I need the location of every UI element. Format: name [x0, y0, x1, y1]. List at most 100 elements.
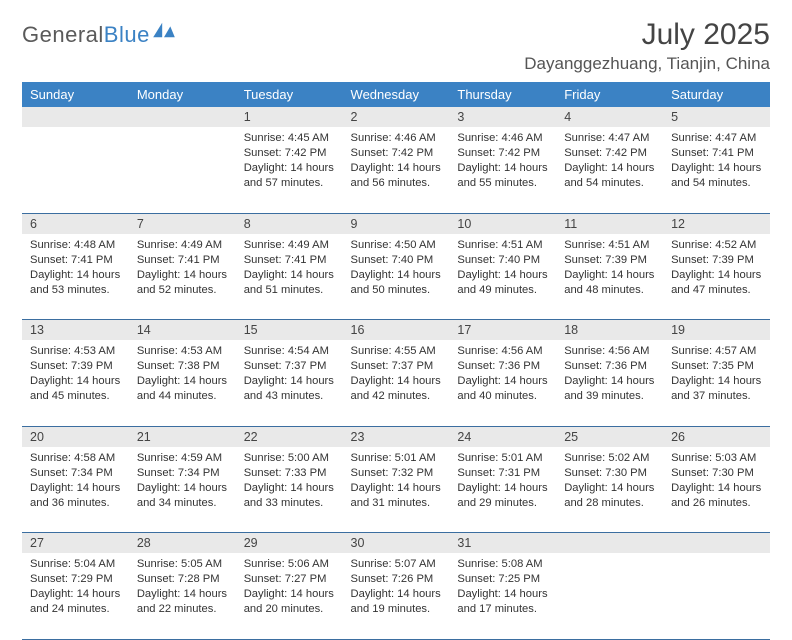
- day-cell-content: Sunrise: 5:01 AMSunset: 7:31 PMDaylight:…: [449, 447, 556, 517]
- day-cell-content: Sunrise: 4:52 AMSunset: 7:39 PMDaylight:…: [663, 234, 770, 304]
- daylight-text-1: Daylight: 14 hours: [30, 587, 121, 602]
- location: Dayanggezhuang, Tianjin, China: [524, 54, 770, 74]
- daylight-text-2: and 49 minutes.: [457, 283, 548, 298]
- day-number: 11: [556, 213, 663, 234]
- sunset-text: Sunset: 7:25 PM: [457, 572, 548, 587]
- day-number: 9: [343, 213, 450, 234]
- day-cell: Sunrise: 4:47 AMSunset: 7:41 PMDaylight:…: [663, 127, 770, 213]
- day-number: 26: [663, 426, 770, 447]
- day-cell: Sunrise: 4:46 AMSunset: 7:42 PMDaylight:…: [449, 127, 556, 213]
- daylight-text-1: Daylight: 14 hours: [30, 374, 121, 389]
- day-number: 4: [556, 107, 663, 127]
- daylight-text-2: and 17 minutes.: [457, 602, 548, 617]
- sunrise-text: Sunrise: 5:01 AM: [351, 451, 442, 466]
- weekday-header-row: SundayMondayTuesdayWednesdayThursdayFrid…: [22, 82, 770, 107]
- logo-text-part1: General: [22, 22, 104, 47]
- daynum-row: 2728293031: [22, 533, 770, 554]
- sunrise-text: Sunrise: 4:48 AM: [30, 238, 121, 253]
- sunset-text: Sunset: 7:42 PM: [351, 146, 442, 161]
- day-number: 14: [129, 320, 236, 341]
- day-number: 5: [663, 107, 770, 127]
- day-cell: [22, 127, 129, 213]
- logo-sail-icon: [153, 21, 175, 39]
- day-cell-content: Sunrise: 4:47 AMSunset: 7:41 PMDaylight:…: [663, 127, 770, 197]
- sunrise-text: Sunrise: 4:49 AM: [244, 238, 335, 253]
- day-number: [22, 107, 129, 127]
- daylight-text-2: and 28 minutes.: [564, 496, 655, 511]
- daylight-text-2: and 33 minutes.: [244, 496, 335, 511]
- sunrise-text: Sunrise: 4:47 AM: [564, 131, 655, 146]
- day-cell: Sunrise: 5:03 AMSunset: 7:30 PMDaylight:…: [663, 447, 770, 533]
- sunset-text: Sunset: 7:39 PM: [564, 253, 655, 268]
- sunset-text: Sunset: 7:26 PM: [351, 572, 442, 587]
- daylight-text-2: and 54 minutes.: [671, 176, 762, 191]
- day-cell-content: Sunrise: 5:01 AMSunset: 7:32 PMDaylight:…: [343, 447, 450, 517]
- sunset-text: Sunset: 7:39 PM: [671, 253, 762, 268]
- daylight-text-2: and 36 minutes.: [30, 496, 121, 511]
- day-number: [556, 533, 663, 554]
- sunrise-text: Sunrise: 4:51 AM: [457, 238, 548, 253]
- daylight-text-2: and 20 minutes.: [244, 602, 335, 617]
- day-cell: Sunrise: 4:59 AMSunset: 7:34 PMDaylight:…: [129, 447, 236, 533]
- daylight-text-2: and 55 minutes.: [457, 176, 548, 191]
- month-year: July 2025: [524, 18, 770, 52]
- sunrise-text: Sunrise: 4:53 AM: [30, 344, 121, 359]
- day-cell-content: Sunrise: 4:47 AMSunset: 7:42 PMDaylight:…: [556, 127, 663, 197]
- day-number: 17: [449, 320, 556, 341]
- sunset-text: Sunset: 7:38 PM: [137, 359, 228, 374]
- title-block: July 2025 Dayanggezhuang, Tianjin, China: [524, 18, 770, 74]
- sunset-text: Sunset: 7:36 PM: [457, 359, 548, 374]
- daylight-text-2: and 29 minutes.: [457, 496, 548, 511]
- sunset-text: Sunset: 7:30 PM: [564, 466, 655, 481]
- day-cell: Sunrise: 4:51 AMSunset: 7:40 PMDaylight:…: [449, 234, 556, 320]
- sunset-text: Sunset: 7:34 PM: [30, 466, 121, 481]
- daylight-text-2: and 47 minutes.: [671, 283, 762, 298]
- sunset-text: Sunset: 7:41 PM: [244, 253, 335, 268]
- day-cell-content: Sunrise: 4:49 AMSunset: 7:41 PMDaylight:…: [129, 234, 236, 304]
- daylight-text-2: and 37 minutes.: [671, 389, 762, 404]
- day-number: 27: [22, 533, 129, 554]
- day-cell-content: Sunrise: 4:59 AMSunset: 7:34 PMDaylight:…: [129, 447, 236, 517]
- daylight-text-1: Daylight: 14 hours: [137, 481, 228, 496]
- sunrise-text: Sunrise: 5:07 AM: [351, 557, 442, 572]
- daylight-text-1: Daylight: 14 hours: [244, 268, 335, 283]
- daylight-text-2: and 44 minutes.: [137, 389, 228, 404]
- daylight-text-1: Daylight: 14 hours: [564, 268, 655, 283]
- sunset-text: Sunset: 7:31 PM: [457, 466, 548, 481]
- daylight-text-2: and 54 minutes.: [564, 176, 655, 191]
- sunrise-text: Sunrise: 4:55 AM: [351, 344, 442, 359]
- logo-text-part2: Blue: [104, 22, 150, 47]
- sunset-text: Sunset: 7:39 PM: [30, 359, 121, 374]
- day-cell: Sunrise: 5:02 AMSunset: 7:30 PMDaylight:…: [556, 447, 663, 533]
- calendar-table: SundayMondayTuesdayWednesdayThursdayFrid…: [22, 82, 770, 640]
- day-cell: Sunrise: 5:01 AMSunset: 7:31 PMDaylight:…: [449, 447, 556, 533]
- sunrise-text: Sunrise: 4:49 AM: [137, 238, 228, 253]
- day-cell: Sunrise: 5:00 AMSunset: 7:33 PMDaylight:…: [236, 447, 343, 533]
- sunrise-text: Sunrise: 5:02 AM: [564, 451, 655, 466]
- day-cell-content: Sunrise: 4:49 AMSunset: 7:41 PMDaylight:…: [236, 234, 343, 304]
- day-cell: Sunrise: 4:46 AMSunset: 7:42 PMDaylight:…: [343, 127, 450, 213]
- day-cell: Sunrise: 4:49 AMSunset: 7:41 PMDaylight:…: [129, 234, 236, 320]
- day-number: 29: [236, 533, 343, 554]
- weekday-header: Friday: [556, 82, 663, 107]
- daylight-text-1: Daylight: 14 hours: [351, 587, 442, 602]
- daylight-text-1: Daylight: 14 hours: [351, 481, 442, 496]
- day-number: 25: [556, 426, 663, 447]
- sunset-text: Sunset: 7:40 PM: [351, 253, 442, 268]
- sunset-text: Sunset: 7:34 PM: [137, 466, 228, 481]
- daylight-text-1: Daylight: 14 hours: [30, 481, 121, 496]
- daylight-text-1: Daylight: 14 hours: [671, 268, 762, 283]
- daylight-text-2: and 51 minutes.: [244, 283, 335, 298]
- day-number: 23: [343, 426, 450, 447]
- daylight-text-1: Daylight: 14 hours: [671, 161, 762, 176]
- day-number: 6: [22, 213, 129, 234]
- logo: GeneralBlue: [22, 18, 175, 48]
- daylight-text-2: and 34 minutes.: [137, 496, 228, 511]
- daylight-text-2: and 39 minutes.: [564, 389, 655, 404]
- day-cell-content: Sunrise: 5:00 AMSunset: 7:33 PMDaylight:…: [236, 447, 343, 517]
- day-number: 22: [236, 426, 343, 447]
- daylight-text-1: Daylight: 14 hours: [137, 587, 228, 602]
- weekday-header: Monday: [129, 82, 236, 107]
- day-number: 28: [129, 533, 236, 554]
- sunset-text: Sunset: 7:30 PM: [671, 466, 762, 481]
